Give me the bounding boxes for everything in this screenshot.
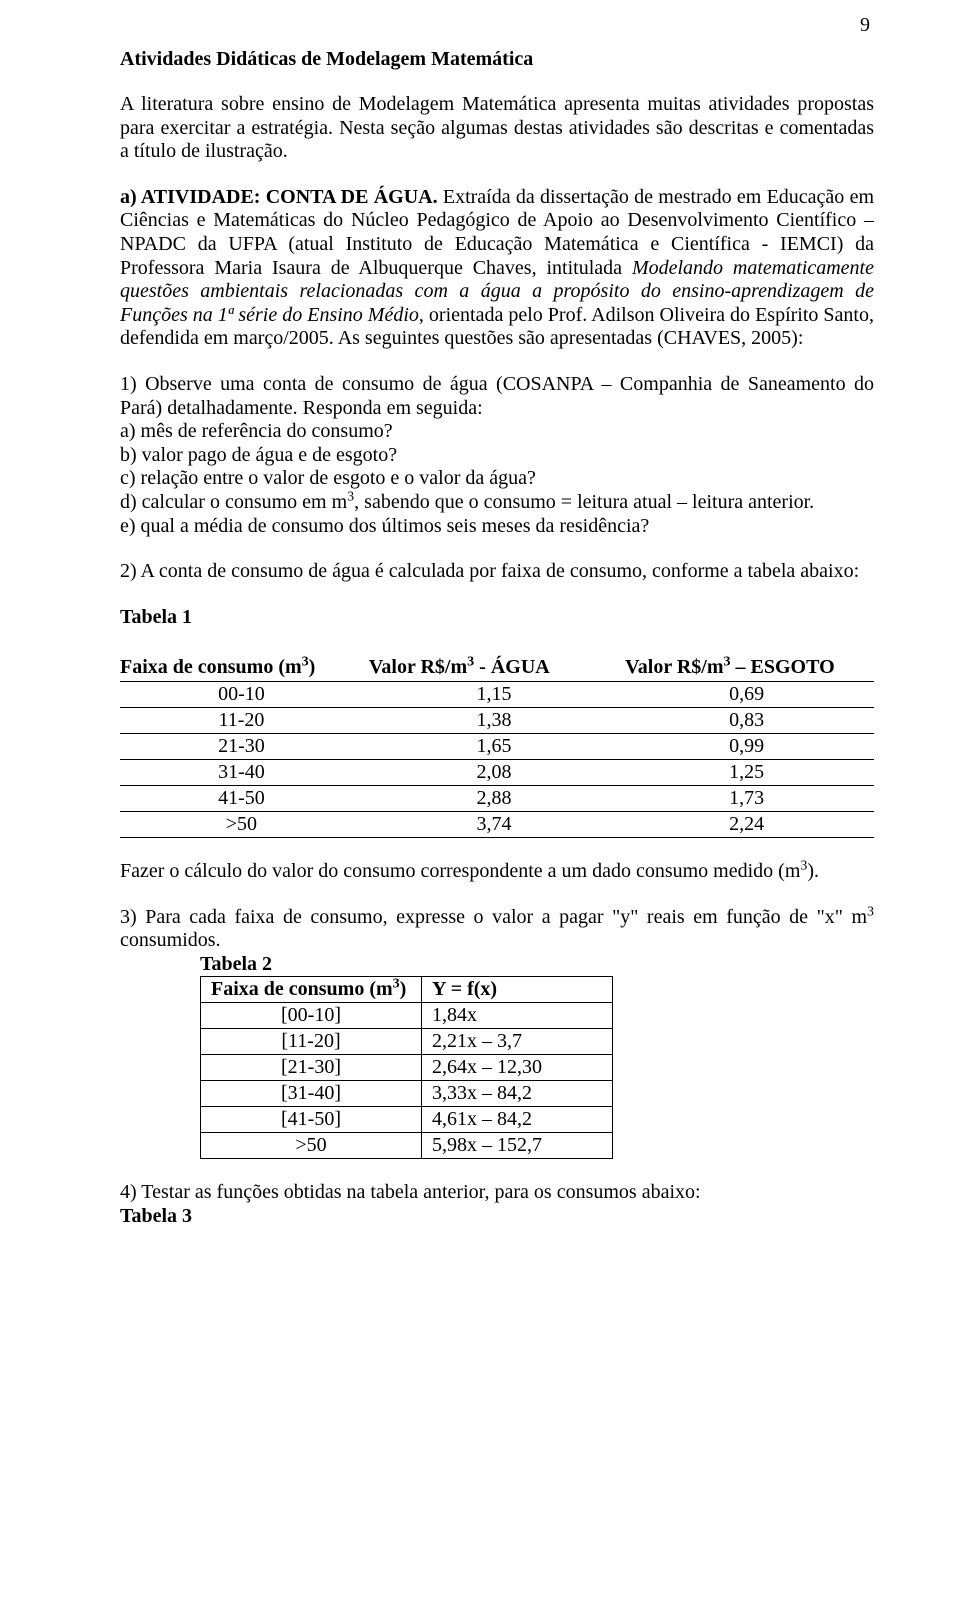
t1c1-pre: Faixa de consumo (m [120,656,302,678]
question-1e: e) qual a média de consumo dos últimos s… [120,515,874,539]
cell: [11-20] [201,1029,422,1055]
t1f-post: ). [807,860,819,882]
cell: [21-30] [201,1055,422,1081]
cell: 5,98x – 152,7 [422,1133,613,1159]
table-2-header-row: Faixa de consumo (m3) Y = f(x) [201,977,613,1003]
question-1: 1) Observe uma conta de consumo de água … [120,373,874,420]
t1c1-post: ) [309,656,316,678]
activity-a-paragraph: a) ATIVIDADE: CONTA DE ÁGUA. Extraída da… [120,186,874,351]
t1c3-post: – ESGOTO [731,656,835,678]
cell: 2,08 [369,760,625,786]
spacer [120,631,874,655]
table-1: Faixa de consumo (m3) Valor R$/m3 - ÁGUA… [120,654,874,838]
table-row: 11-201,380,83 [120,708,874,734]
t1c2-post: - ÁGUA [474,656,550,678]
cell: 1,73 [625,786,874,812]
cell: 1,65 [369,734,625,760]
table-row: [21-30]2,64x – 12,30 [201,1055,613,1081]
table-row: 41-502,881,73 [120,786,874,812]
question-1a: a) mês de referência do consumo? [120,420,874,444]
cell: 1,15 [369,682,625,708]
cell: 2,24 [625,812,874,838]
table-1-col1: Faixa de consumo (m3) [120,654,369,682]
cell: 31-40 [120,760,369,786]
question-1d-pre: d) calcular o consumo em m [120,491,347,513]
table-row: 31-402,081,25 [120,760,874,786]
question-3: 3) Para cada faixa de consumo, expresse … [120,906,874,953]
table-row: 00-101,150,69 [120,682,874,708]
question-1d: d) calcular o consumo em m3, sabendo que… [120,491,874,515]
cell: 11-20 [120,708,369,734]
document-page: 9 Atividades Didáticas de Modelagem Mate… [0,0,960,1614]
cell: 21-30 [120,734,369,760]
question-1c: c) relação entre o valor de esgoto e o v… [120,467,874,491]
cell: >50 [120,812,369,838]
question-1d-post: , sabendo que o consumo = leitura atual … [354,491,814,513]
cell: 2,88 [369,786,625,812]
cell: 0,83 [625,708,874,734]
cell: 1,84x [422,1003,613,1029]
question-4: 4) Testar as funções obtidas na tabela a… [120,1181,874,1205]
cell: 1,25 [625,760,874,786]
cell: 4,61x – 84,2 [422,1107,613,1133]
table-row: >503,742,24 [120,812,874,838]
cell: [41-50] [201,1107,422,1133]
cell: 00-10 [120,682,369,708]
question-2: 2) A conta de consumo de água é calculad… [120,560,874,584]
t1c1-sup: 3 [302,655,309,670]
cell: [00-10] [201,1003,422,1029]
table-row: [11-20]2,21x – 3,7 [201,1029,613,1055]
table-row: [41-50]4,61x – 84,2 [201,1107,613,1133]
page-number: 9 [860,14,870,37]
section-heading: Atividades Didáticas de Modelagem Matemá… [120,48,874,71]
t1c2-pre: Valor R$/m [369,656,467,678]
intro-paragraph: A literatura sobre ensino de Modelagem M… [120,93,874,164]
cell: 3,74 [369,812,625,838]
table2-block: Tabela 2 Faixa de consumo (m3) Y = f(x) … [200,953,874,1159]
t1c3-pre: Valor R$/m [625,656,723,678]
table-2-col1: Faixa de consumo (m3) [201,977,422,1003]
table-row: >505,98x – 152,7 [201,1133,613,1159]
table1-label: Tabela 1 [120,606,874,629]
table-1-header-row: Faixa de consumo (m3) Valor R$/m3 - ÁGUA… [120,654,874,682]
cell: 41-50 [120,786,369,812]
table2-label: Tabela 2 [200,953,874,976]
table-row: 21-301,650,99 [120,734,874,760]
table1-footer: Fazer o cálculo do valor do consumo corr… [120,860,874,884]
table-row: [31-40]3,33x – 84,2 [201,1081,613,1107]
table-1-col2: Valor R$/m3 - ÁGUA [369,654,625,682]
q3-post: consumidos. [120,929,221,951]
table-1-col3: Valor R$/m3 – ESGOTO [625,654,874,682]
t1f-pre: Fazer o cálculo do valor do consumo corr… [120,860,800,882]
cell: >50 [201,1133,422,1159]
cell: 0,99 [625,734,874,760]
cell: 3,33x – 84,2 [422,1081,613,1107]
cell: 2,64x – 12,30 [422,1055,613,1081]
q3-sup: 3 [867,904,874,919]
cell: 1,38 [369,708,625,734]
table3-label: Tabela 3 [120,1205,874,1228]
t2c1-sup: 3 [393,976,400,991]
question-1b: b) valor pago de água e de esgoto? [120,444,874,468]
table-1-body: 00-101,150,69 11-201,380,83 21-301,650,9… [120,682,874,838]
t2c1-post: ) [400,978,407,1000]
cell: 0,69 [625,682,874,708]
t1c3-sup: 3 [724,655,731,670]
cell: 2,21x – 3,7 [422,1029,613,1055]
q3-pre: 3) Para cada faixa de consumo, expresse … [120,906,867,928]
table-2-body: [00-10]1,84x [11-20]2,21x – 3,7 [21-30]2… [201,1003,613,1159]
cell: [31-40] [201,1081,422,1107]
table-2-col2: Y = f(x) [422,977,613,1003]
table-row: [00-10]1,84x [201,1003,613,1029]
table-2: Faixa de consumo (m3) Y = f(x) [00-10]1,… [200,976,613,1159]
t2c1-pre: Faixa de consumo (m [211,978,393,1000]
activity-a-label: a) ATIVIDADE: CONTA DE ÁGUA. [120,186,438,208]
